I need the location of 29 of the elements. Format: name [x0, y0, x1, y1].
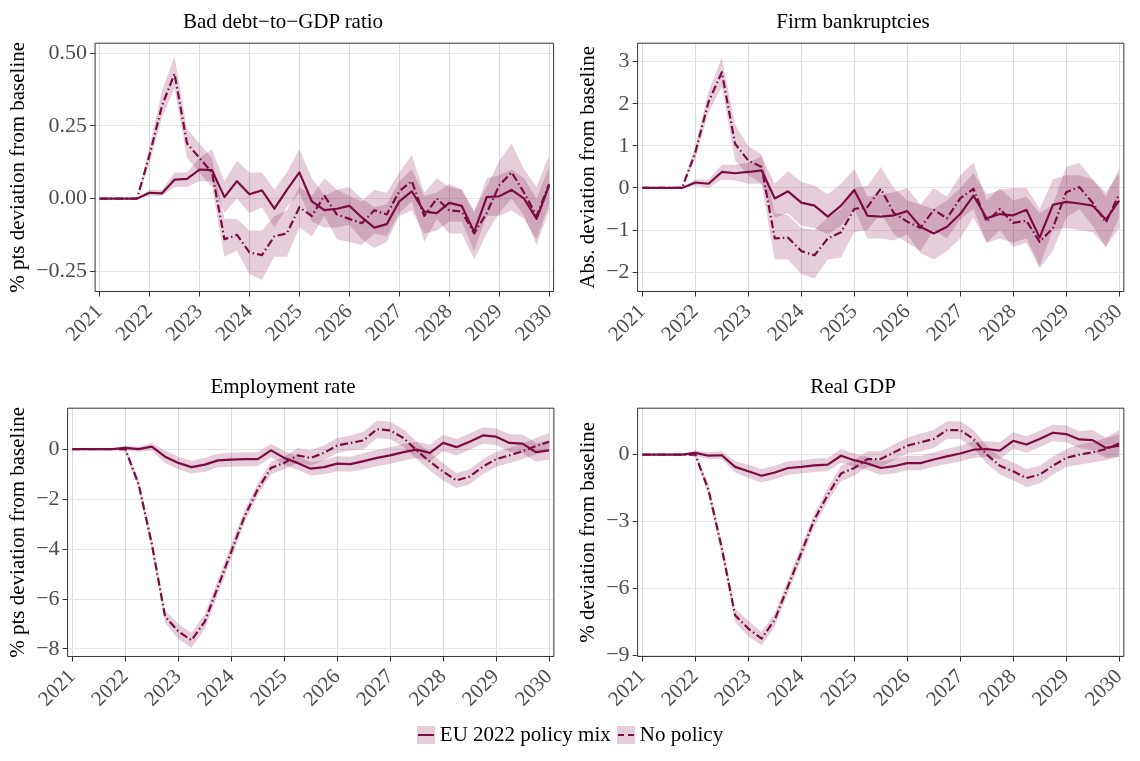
y-axis-title: Abs. deviation from baseline [575, 46, 600, 289]
chart-title: Bad debt−to−GDP ratio [182, 9, 384, 34]
y-axis-title: % pts deviation from baseline [5, 406, 30, 658]
y-tick-label: −9 [606, 641, 630, 667]
y-axis-title: % pts deviation from baseline [5, 41, 30, 293]
y-tick-label: −0.25 [36, 256, 88, 282]
y-tick-label: 0 [48, 434, 60, 460]
y-tick-label: 0.25 [48, 111, 88, 137]
chart-title: Real GDP [810, 374, 896, 399]
y-tick-label: −3 [606, 507, 630, 533]
y-axis-title: % deviation from baseline [575, 421, 600, 643]
y-tick-label: 0 [618, 440, 630, 466]
y-tick-label: −2 [36, 484, 60, 510]
chart-title: Firm bankruptcies [776, 9, 930, 34]
y-tick-label: 3 [618, 47, 630, 73]
legend-label: EU 2022 policy mix [439, 722, 611, 747]
y-tick-label: −6 [36, 584, 60, 610]
y-tick-label: −1 [606, 215, 630, 241]
y-tick-label: −2 [606, 257, 630, 283]
y-tick-label: 2 [618, 89, 630, 115]
y-tick-label: 1 [618, 131, 630, 157]
y-tick-label: −6 [606, 574, 630, 600]
y-tick-label: 0 [618, 173, 630, 199]
y-tick-label: 0.50 [48, 39, 88, 65]
chart-title: Employment rate [210, 374, 356, 399]
y-tick-label: −8 [36, 634, 60, 660]
y-tick-label: −4 [36, 534, 60, 560]
legend-label: No policy [639, 722, 724, 747]
y-tick-label: 0.00 [48, 184, 88, 210]
